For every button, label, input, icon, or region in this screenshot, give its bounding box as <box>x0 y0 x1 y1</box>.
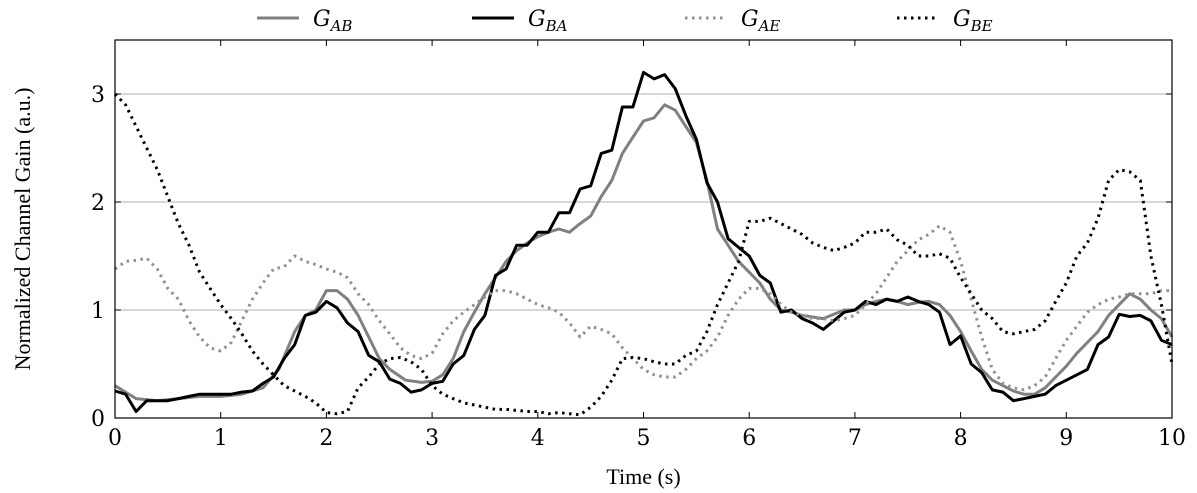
x-tick-label-3: 3 <box>425 426 439 451</box>
series-line-g-be <box>113 92 1174 417</box>
legend-label-sub-1: BA <box>545 17 568 35</box>
x-axis-title: Time (s) <box>606 464 680 489</box>
legend-label-main-1: G <box>528 7 546 32</box>
legend-label-sub-3: BE <box>970 17 993 35</box>
y-tick-label-3: 3 <box>91 83 105 108</box>
legend-label-sub-0: AB <box>329 17 353 35</box>
legend-label-main-2: G <box>741 7 759 32</box>
legend-label-1: GBA <box>528 7 568 35</box>
legend: GAB GBA GAE GBE <box>257 7 993 35</box>
x-tick-label-10: 10 <box>1158 426 1186 451</box>
x-tick-label-0: 0 <box>108 426 122 451</box>
legend-label-main-3: G <box>953 7 971 32</box>
series-line-g-ba <box>114 70 1173 413</box>
x-tick-label-5: 5 <box>637 426 651 451</box>
legend-label-2: GAE <box>741 7 780 35</box>
x-tick-label-8: 8 <box>954 426 968 451</box>
x-tick-label-9: 9 <box>1059 426 1073 451</box>
y-tick-label-2: 2 <box>91 191 105 216</box>
legend-label-sub-2: AE <box>757 17 781 35</box>
x-tick-label-4: 4 <box>531 426 545 451</box>
grid-lines <box>115 93 1172 311</box>
x-tick-label-2: 2 <box>319 426 333 451</box>
series-layer <box>113 70 1174 417</box>
y-tick-label-1: 1 <box>91 299 105 324</box>
legend-label-main-0: G <box>313 7 331 32</box>
x-tick-label-1: 1 <box>214 426 228 451</box>
y-axis-title: Normalized Channel Gain (a.u.) <box>10 88 35 371</box>
series-line-g-ae <box>114 224 1172 392</box>
plot-frame <box>114 39 1173 419</box>
legend-label-3: GBE <box>953 7 993 35</box>
series-line-g-ab <box>114 103 1174 403</box>
axis-ticks: 0 1 2 3 4 5 6 7 8 9 10 0 1 2 3 <box>91 40 1186 451</box>
y-tick-label-0: 0 <box>91 407 105 432</box>
x-tick-label-6: 6 <box>742 426 756 451</box>
legend-label-0: GAB <box>313 7 352 35</box>
x-tick-label-7: 7 <box>848 426 862 451</box>
